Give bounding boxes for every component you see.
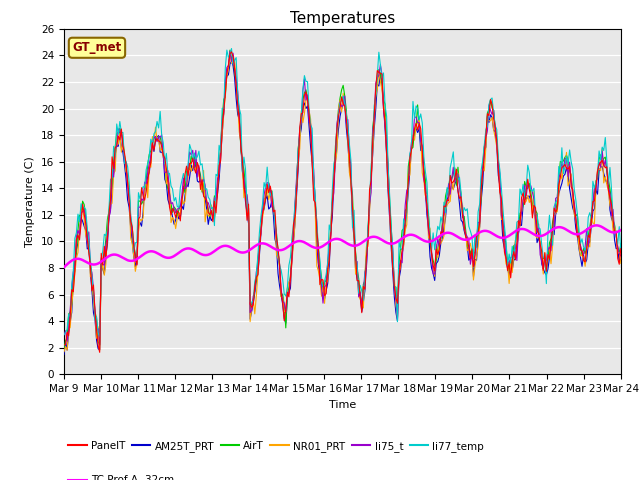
Legend: TC Prof A -32cm: TC Prof A -32cm	[64, 471, 179, 480]
Text: GT_met: GT_met	[72, 41, 122, 54]
Y-axis label: Temperature (C): Temperature (C)	[26, 156, 35, 247]
X-axis label: Time: Time	[329, 400, 356, 409]
Title: Temperatures: Temperatures	[290, 11, 395, 26]
